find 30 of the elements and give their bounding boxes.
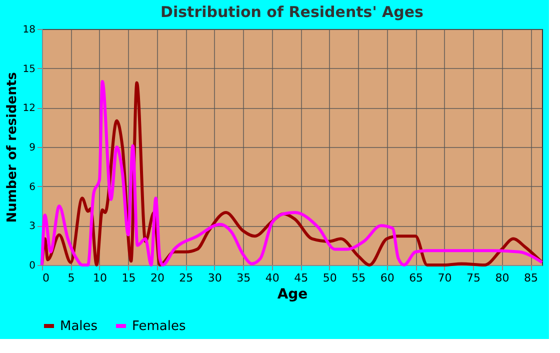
x-tick-label: 30 xyxy=(208,272,222,284)
x-tick-label: 50 xyxy=(322,272,337,284)
x-tick-label: 40 xyxy=(265,272,280,284)
x-tick-label: 25 xyxy=(179,272,194,284)
x-tick-label: 55 xyxy=(352,272,366,284)
x-tick-label: 75 xyxy=(466,272,481,284)
y-tick-label: 0 xyxy=(29,260,36,272)
x-tick-label: 5 xyxy=(68,272,75,284)
x-tick-label: 10 xyxy=(92,272,107,284)
legend-label: Females xyxy=(132,319,186,334)
y-tick-label: 18 xyxy=(22,24,36,36)
chart-title: Distribution of Residents' Ages xyxy=(160,3,424,21)
y-tick-label: 3 xyxy=(29,221,36,232)
x-axis-title: Age xyxy=(277,286,308,302)
x-tick-label: 80 xyxy=(495,272,510,284)
x-tick-label: 60 xyxy=(380,272,394,284)
x-tick-label: 85 xyxy=(524,272,538,284)
x-tick-label: 0 xyxy=(42,272,50,284)
legend-label: Males xyxy=(60,319,98,334)
y-axis-title: Number of residents xyxy=(4,72,20,223)
y-tick-label: 15 xyxy=(22,64,36,75)
x-tick-label: 70 xyxy=(438,272,452,284)
y-tick-label: 9 xyxy=(29,142,36,154)
x-tick-label: 45 xyxy=(294,272,308,284)
x-tick-label: 65 xyxy=(409,272,424,284)
y-tick-label: 12 xyxy=(22,103,36,114)
x-tick-label: 15 xyxy=(122,272,136,284)
y-tick-label: 6 xyxy=(29,182,36,193)
x-tick-label: 35 xyxy=(236,272,251,284)
x-tick-label: 20 xyxy=(150,272,164,284)
